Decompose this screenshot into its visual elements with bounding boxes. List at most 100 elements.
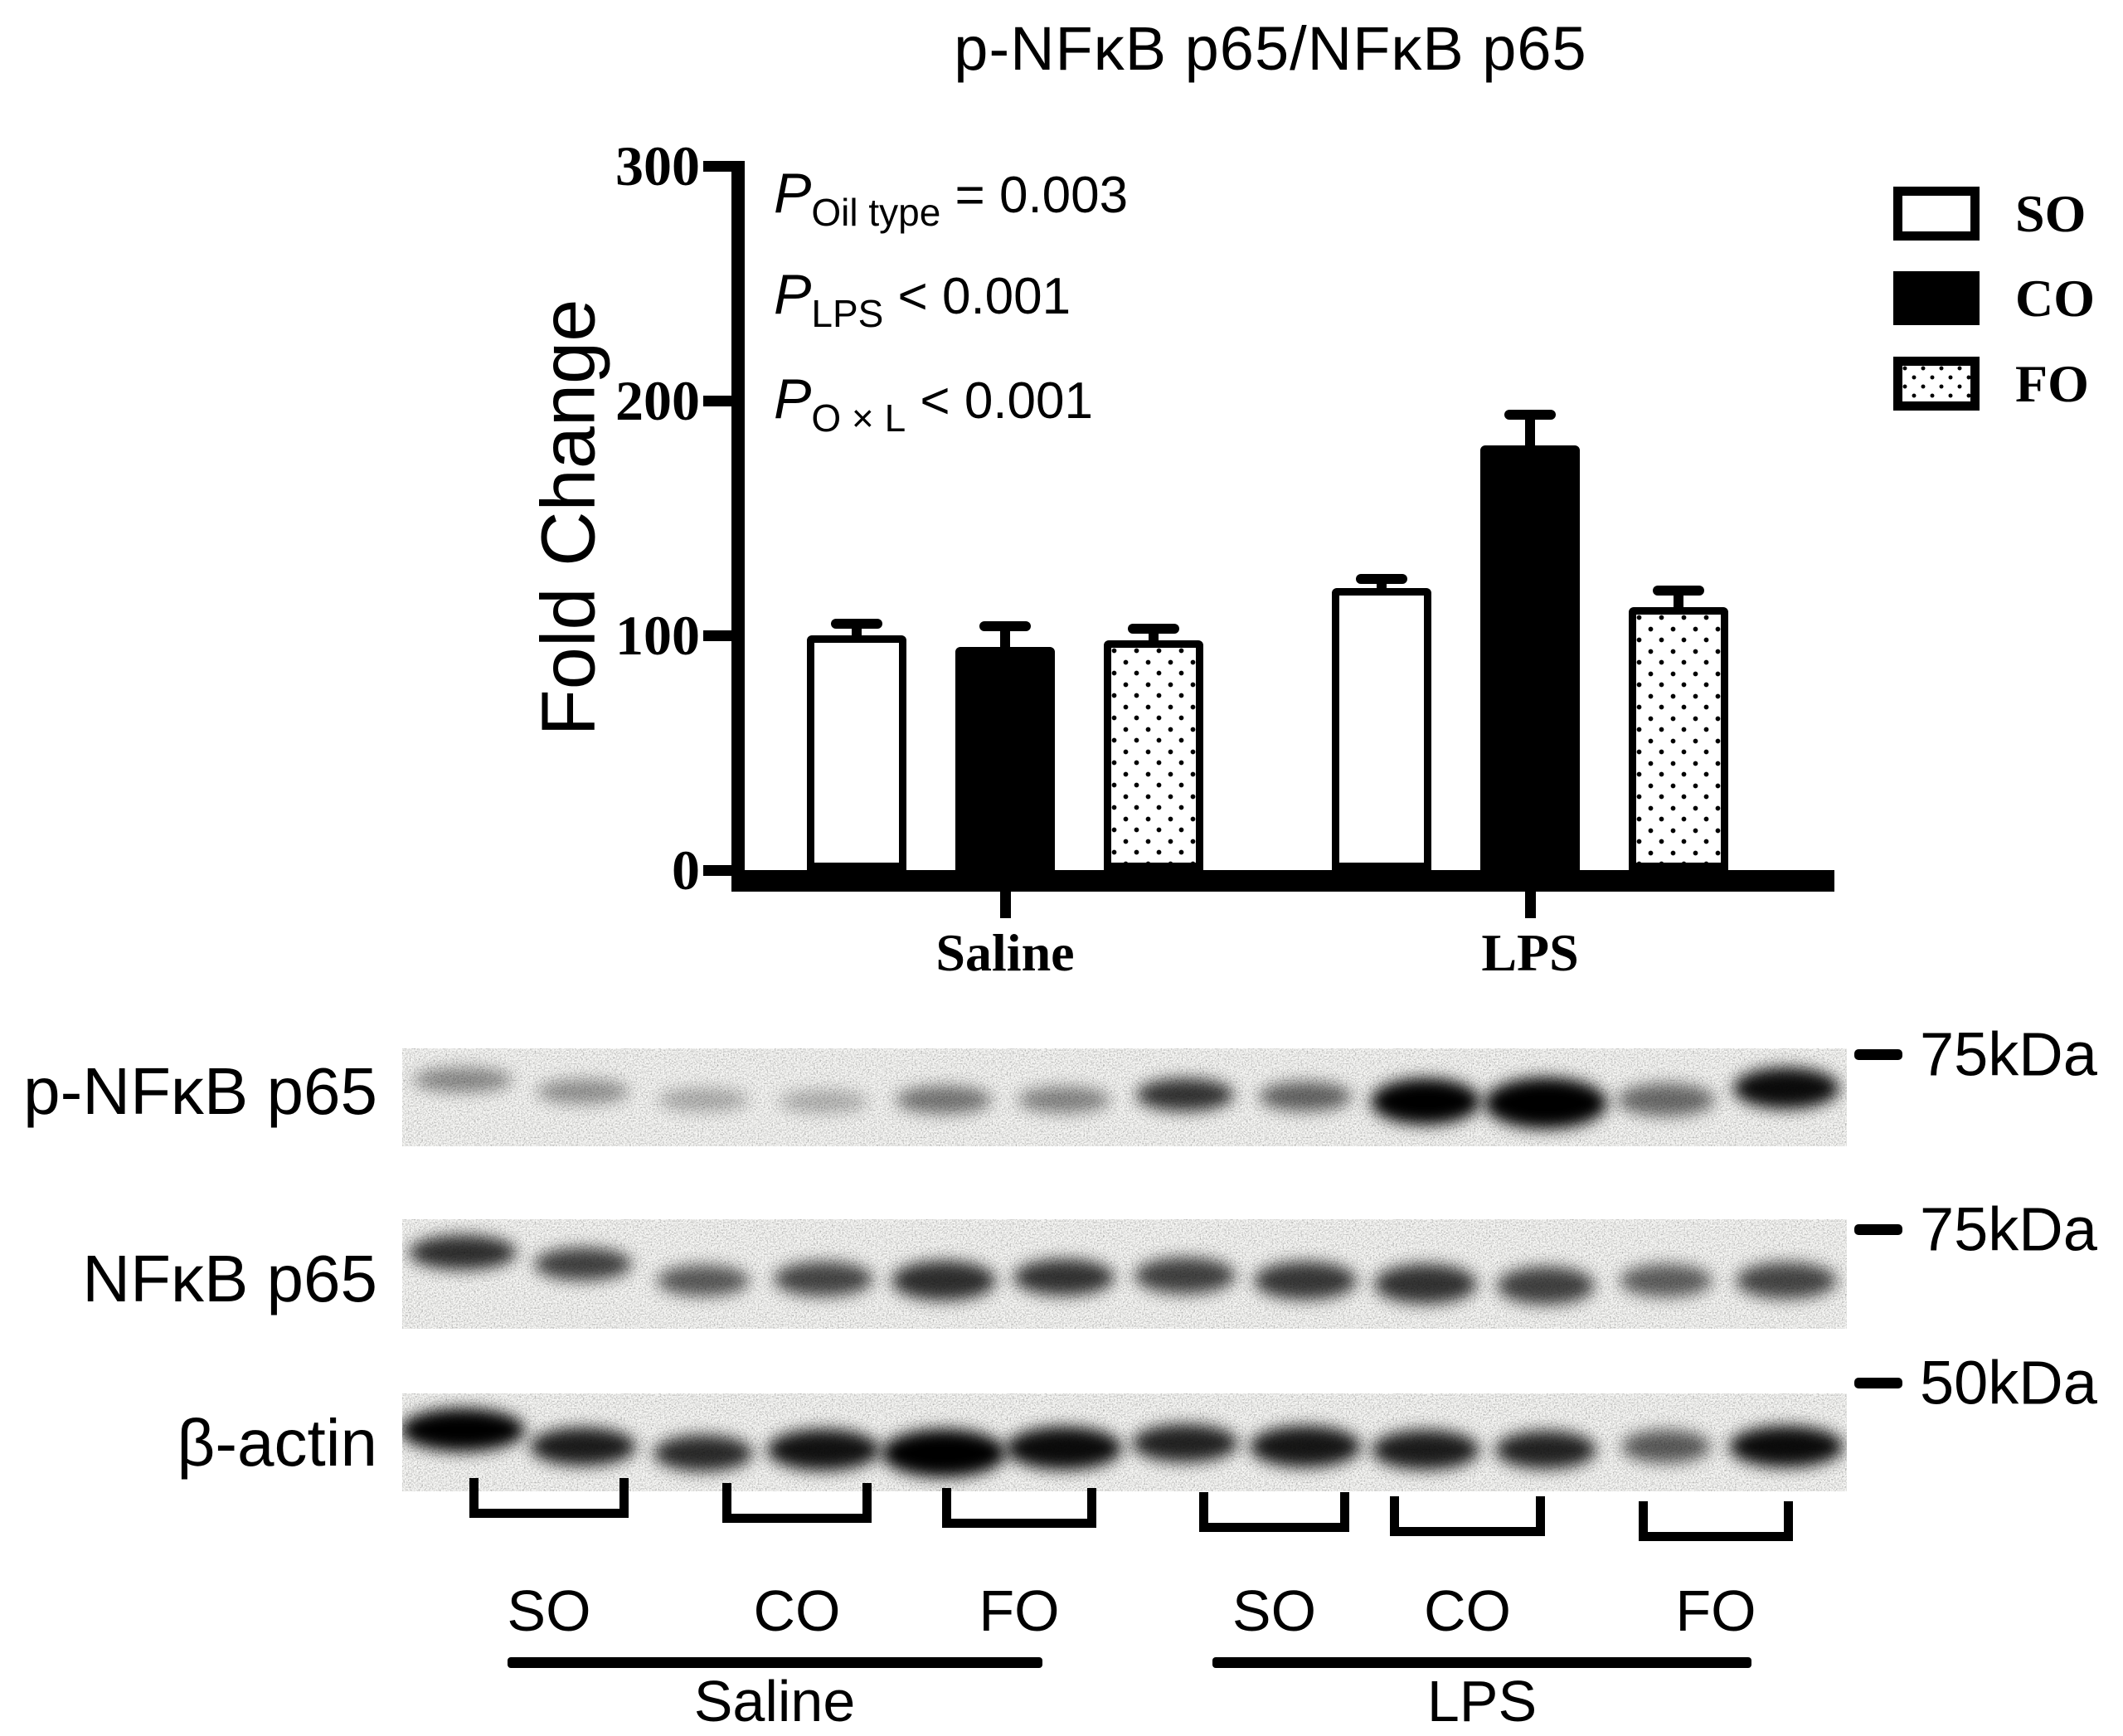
p-subscript: LPS — [811, 292, 884, 335]
blot-band — [882, 1429, 1007, 1477]
blot-band — [1620, 1264, 1713, 1297]
blot-row-label: NFκB p65 — [82, 1242, 377, 1315]
lane-bracket — [942, 1488, 1096, 1528]
p-symbol: P — [774, 263, 812, 326]
blot-band — [779, 1090, 869, 1113]
blot-band — [533, 1247, 632, 1281]
y-tick — [703, 864, 733, 876]
error-bar-cap — [1356, 574, 1407, 585]
blot-band — [656, 1265, 750, 1296]
marker-label: 75kDa — [1920, 1019, 2097, 1089]
blot-band — [891, 1261, 997, 1301]
blot-strip — [402, 1393, 1847, 1491]
blot-band — [529, 1427, 636, 1466]
blot-band — [536, 1079, 629, 1104]
legend-label-fo: FO — [2015, 354, 2089, 413]
blot-band — [1495, 1431, 1597, 1469]
p-value-annotation: POil type = 0.003 — [774, 161, 1129, 231]
blot-band — [1013, 1259, 1115, 1296]
p-symbol: P — [774, 367, 812, 430]
blot-band — [1733, 1067, 1840, 1109]
blot-band — [1006, 1427, 1123, 1470]
legend-swatch-fo — [1893, 357, 1980, 411]
blot-row-label: p-NFκB p65 — [23, 1054, 377, 1128]
blot-band — [1736, 1262, 1838, 1299]
blot-band — [1258, 1082, 1352, 1111]
legend-label-co: CO — [2015, 269, 2095, 328]
treatment-underline — [508, 1657, 1042, 1668]
p-value-annotation: PO × L < 0.001 — [774, 367, 1093, 437]
lane-bracket — [722, 1483, 872, 1523]
blot-band — [1134, 1257, 1236, 1294]
blot-band — [402, 1408, 525, 1452]
x-axis — [731, 870, 1834, 892]
blot-noise — [402, 1393, 1847, 1491]
p-subscript: Oil type — [811, 191, 941, 234]
blot-band — [1621, 1430, 1712, 1463]
y-tick-label: 0 — [672, 839, 700, 902]
blot-band — [1370, 1078, 1480, 1125]
marker-dash — [1854, 1224, 1902, 1235]
error-bar-cap — [1128, 623, 1179, 634]
lane-group-label: CO — [753, 1578, 841, 1643]
bar-fo-saline — [1104, 639, 1203, 870]
lane-group-label: CO — [1424, 1578, 1511, 1643]
y-tick-label: 200 — [615, 369, 700, 432]
bar-fo-lps — [1629, 607, 1728, 870]
bar-co-saline — [955, 647, 1055, 870]
marker-dash — [1854, 1378, 1902, 1388]
blot-noise — [402, 1219, 1847, 1329]
error-bar-cap — [1653, 586, 1704, 596]
blot-band — [1373, 1264, 1477, 1304]
y-axis-label: Fold Change — [526, 299, 611, 737]
error-bar-cap — [1504, 409, 1556, 420]
y-tick — [703, 395, 733, 406]
lane-bracket — [1639, 1501, 1793, 1541]
legend-swatch-co — [1893, 271, 1980, 325]
y-tick-label: 100 — [615, 604, 700, 667]
blot-noise — [402, 1048, 1847, 1146]
category-label: LPS — [1481, 923, 1579, 982]
p-comparison: < 0.001 — [883, 268, 1071, 325]
blot-row-label: β-actin — [177, 1406, 377, 1480]
p-comparison: = 0.003 — [940, 167, 1129, 224]
y-tick — [703, 630, 733, 641]
error-bar-cap — [979, 620, 1031, 631]
lane-group-label: SO — [507, 1578, 591, 1643]
category-tick — [1525, 892, 1536, 918]
blot-band — [412, 1067, 513, 1092]
blot-band — [767, 1429, 881, 1471]
blot-band — [1497, 1267, 1596, 1305]
treatment-underline — [1212, 1657, 1751, 1668]
category-tick — [1000, 892, 1011, 918]
blot-band — [774, 1262, 874, 1296]
blot-band — [1371, 1430, 1479, 1470]
treatment-label: LPS — [1426, 1669, 1538, 1734]
blot-band — [408, 1235, 517, 1270]
blot-band — [653, 1435, 753, 1471]
treatment-label: Saline — [693, 1669, 856, 1734]
y-tick-label: 300 — [615, 134, 700, 197]
blot-band — [1484, 1077, 1608, 1129]
blot-band — [1018, 1087, 1111, 1113]
lane-bracket — [1390, 1496, 1545, 1536]
blot-band — [896, 1086, 993, 1114]
chart-title: p-NFκB p65/NFκB p65 — [954, 14, 1587, 83]
bar-co-lps — [1480, 445, 1580, 870]
error-bar-cap — [831, 618, 882, 629]
marker-dash — [1854, 1049, 1902, 1060]
lane-group-label: SO — [1232, 1578, 1317, 1643]
blot-strip — [402, 1219, 1847, 1329]
lane-bracket — [469, 1478, 629, 1518]
marker-label: 50kDa — [1920, 1348, 2097, 1417]
category-label: Saline — [935, 923, 1075, 982]
legend-label-so: SO — [2015, 184, 2087, 243]
blot-band — [1617, 1083, 1716, 1116]
p-comparison: < 0.001 — [906, 372, 1093, 430]
y-tick — [703, 160, 733, 172]
p-value-annotation: PLPS < 0.001 — [774, 262, 1071, 333]
marker-label: 75kDa — [1920, 1194, 2097, 1264]
lane-group-label: FO — [1675, 1578, 1756, 1643]
blot-strip — [402, 1048, 1847, 1146]
